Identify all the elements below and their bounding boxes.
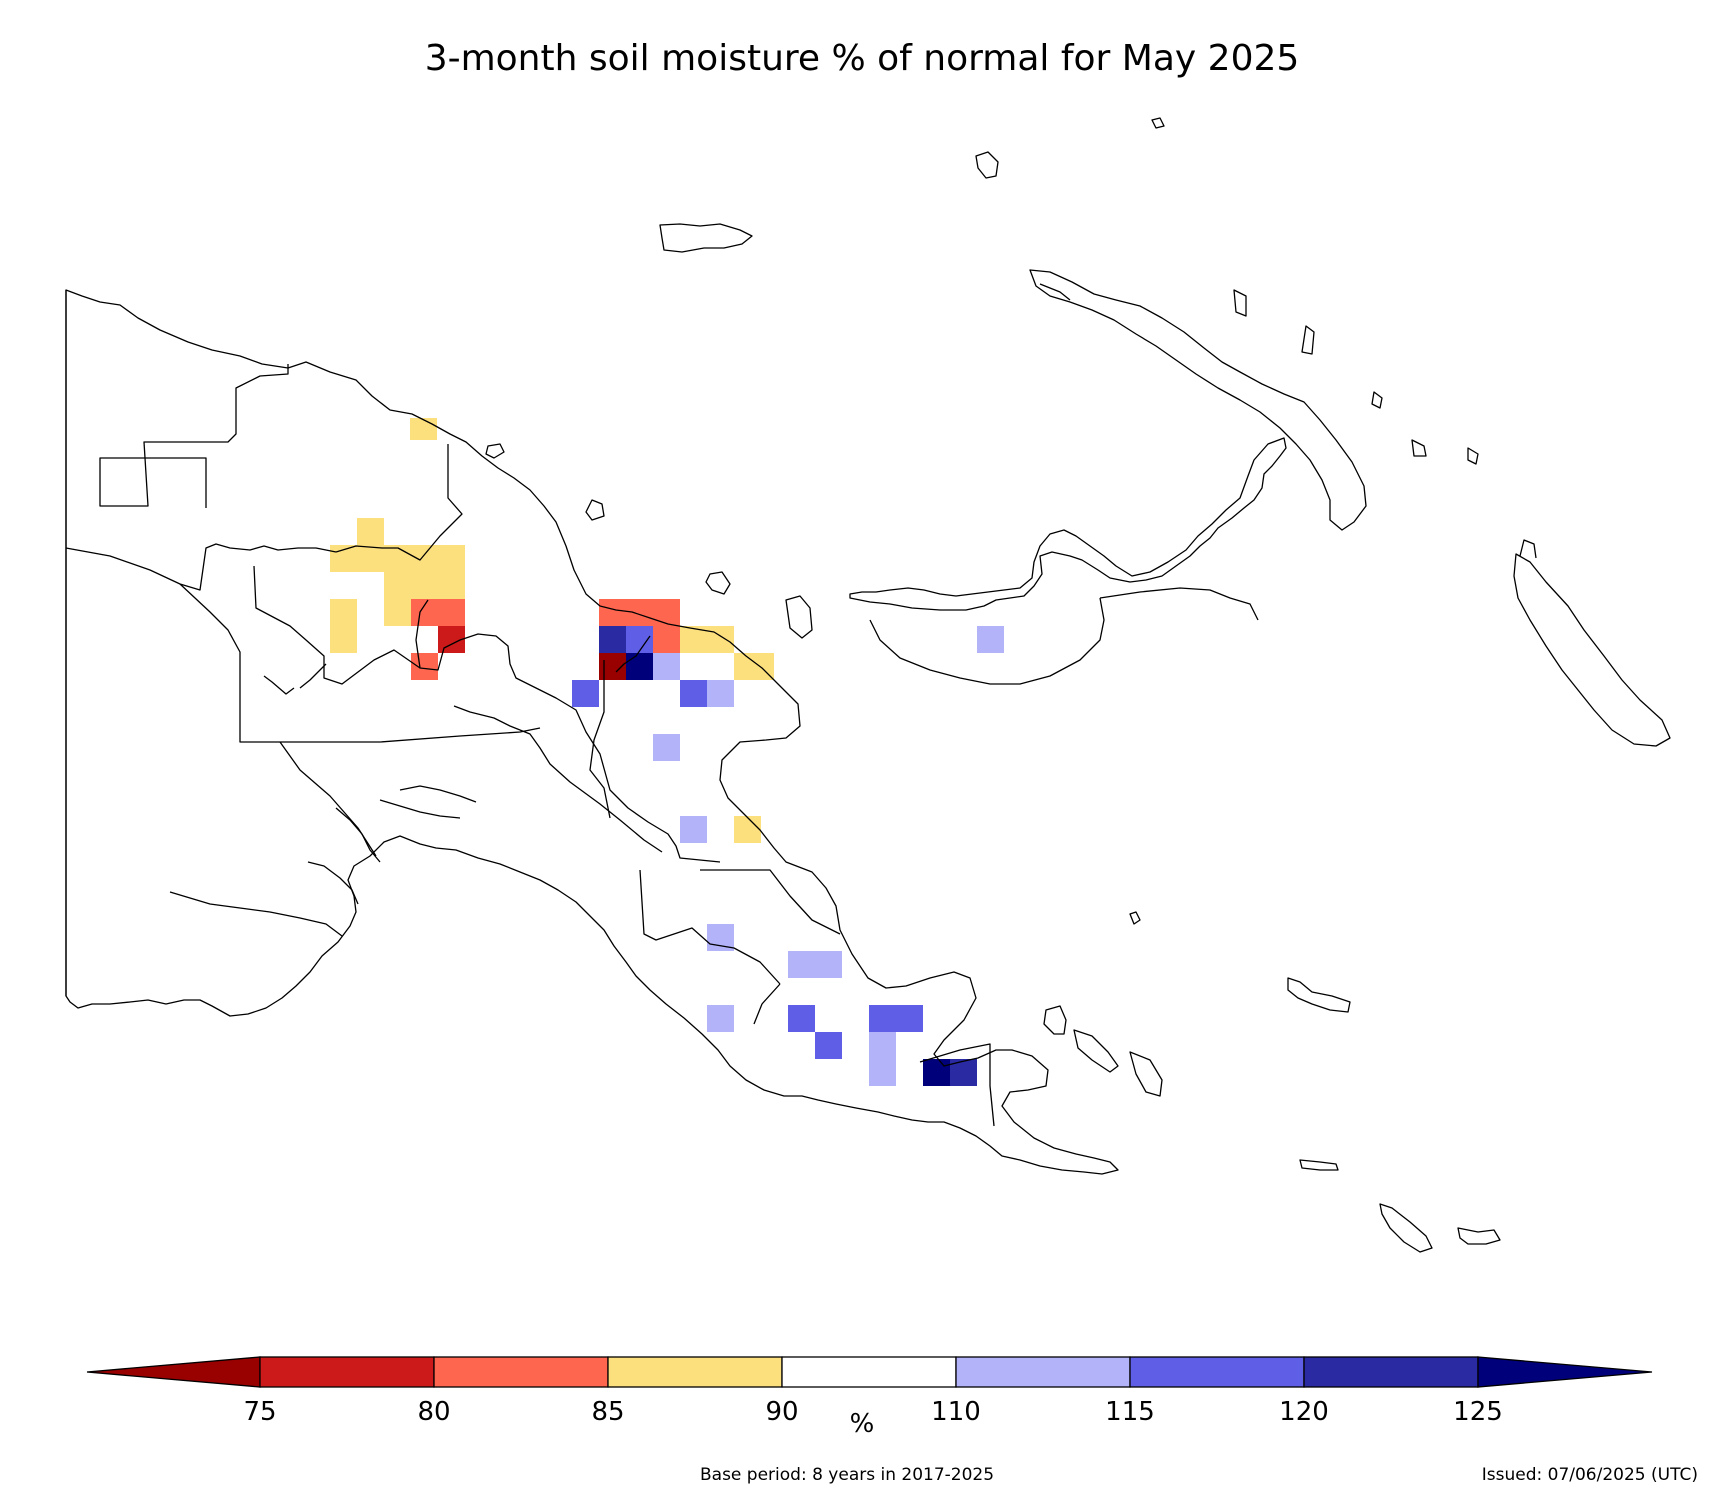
colorbar-unit-label: % [849,1409,875,1439]
colorbar [86,1356,1653,1388]
colorbar-tick-label: 85 [591,1397,624,1427]
colorbar-tick-label: 75 [243,1397,276,1427]
colorbar-tick-label: 110 [931,1397,981,1427]
colorbar-bin-90-110 [781,1356,957,1388]
colorbar-tick-labels: 75 80 85 90 110 115 120 125 [243,1397,1502,1427]
colorbar-upper-extension [1477,1356,1653,1388]
colorbar-tick-label: 120 [1279,1397,1329,1427]
issued-date-note: Issued: 07/06/2025 (UTC) [1481,1465,1698,1485]
colorbar-lower-extension [86,1356,261,1388]
colorbar-tick-label: 90 [765,1397,798,1427]
colorbar-bin-110-115 [955,1356,1131,1388]
map-title: 3-month soil moisture % of normal for Ma… [424,38,1300,79]
colorbar-bin-85-90 [607,1356,783,1388]
base-period-note: Base period: 8 years in 2017-2025 [700,1465,995,1485]
colorbar-tick-label: 80 [417,1397,450,1427]
coastline-and-borders [65,117,1671,1253]
colorbar-bin-115-120 [1129,1356,1305,1388]
colorbar-tick-label: 125 [1453,1397,1503,1427]
anomaly-grid [330,418,1004,1086]
colorbar-bin-120-125 [1303,1356,1479,1388]
colorbar-bin-80-85 [433,1356,609,1388]
colorbar-bin-75-80 [259,1356,435,1388]
colorbar-tick-label: 115 [1105,1397,1155,1427]
